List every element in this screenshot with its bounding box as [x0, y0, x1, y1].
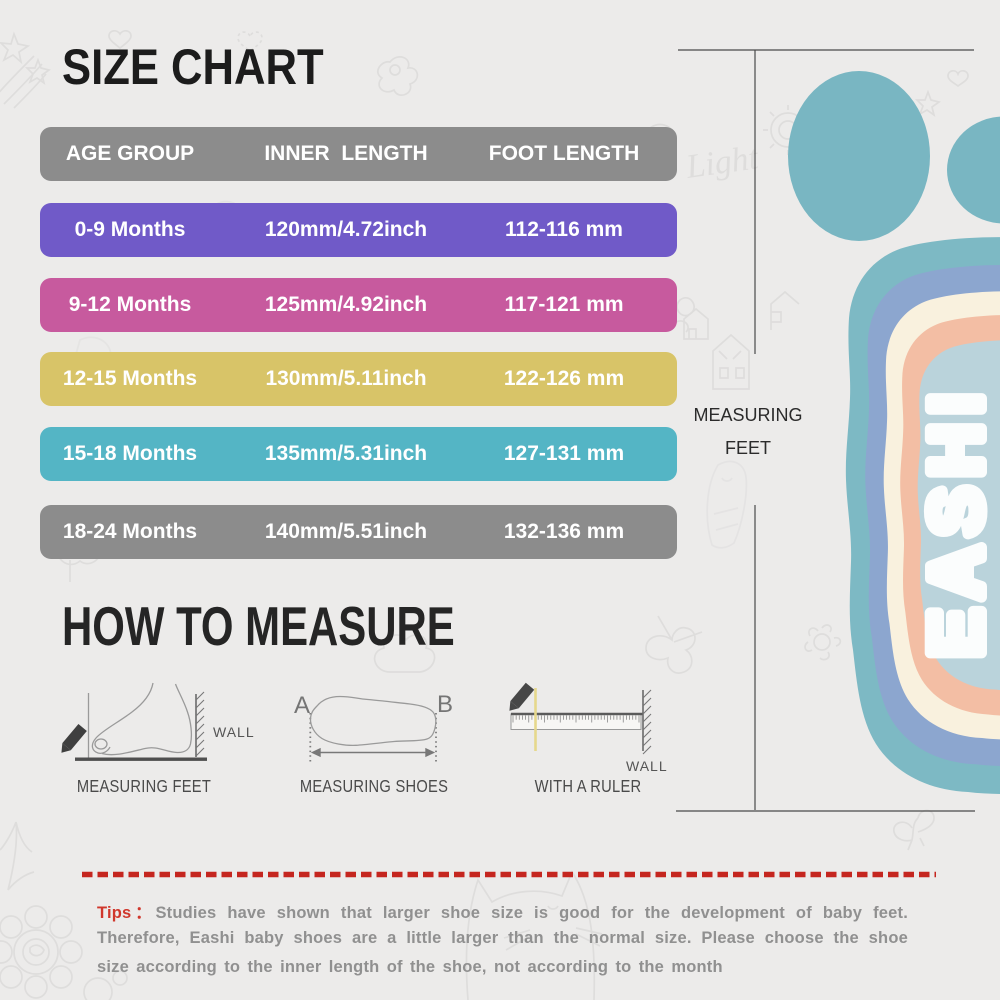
svg-text:EASHI: EASHI: [915, 384, 998, 658]
svg-text:Light: Light: [683, 139, 762, 186]
svg-text:A: A: [294, 692, 310, 719]
svg-text:WALL: WALL: [213, 724, 255, 740]
svg-text:B: B: [437, 691, 453, 718]
svg-text:WALL: WALL: [626, 758, 668, 774]
